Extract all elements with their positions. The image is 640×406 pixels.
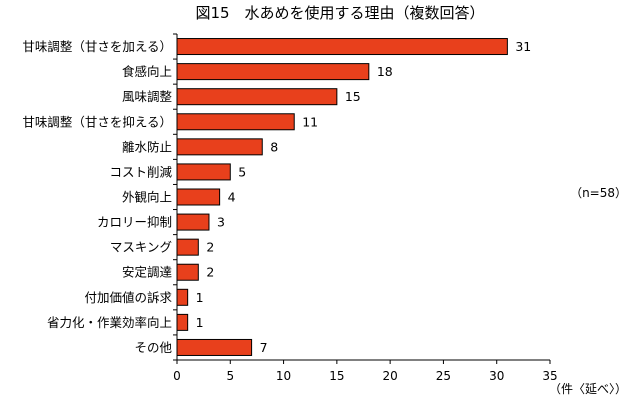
category-label-2: 風味調整 — [122, 89, 173, 104]
category-label-9: 安定調達 — [122, 265, 173, 280]
value-label-12: 7 — [260, 340, 268, 355]
bar-1 — [176, 63, 370, 81]
value-label-2: 15 — [345, 89, 361, 104]
category-label-5: コスト削減 — [109, 164, 172, 179]
value-label-7: 3 — [217, 215, 225, 230]
value-label-9: 2 — [206, 265, 214, 280]
value-label-1: 18 — [377, 64, 393, 79]
value-label-10: 1 — [196, 290, 204, 305]
category-label-8: マスキング — [110, 240, 172, 255]
chart-title: 図15 水あめを使用する理由（複数回答） — [195, 4, 484, 22]
x-ticks: 0 5 10 15 20 25 30 35 — [173, 360, 558, 383]
value-label-5: 5 — [238, 164, 246, 179]
bar-2 — [176, 88, 338, 106]
x-tick-label-2: 10 — [276, 369, 291, 383]
x-tick-label-1: 5 — [226, 369, 234, 383]
bar-3 — [176, 113, 295, 131]
bar-8 — [176, 238, 199, 256]
bar-12 — [176, 338, 253, 356]
category-label-10: 付加価値の訴求 — [84, 290, 172, 305]
value-label-3: 11 — [302, 114, 318, 129]
category-label-12: その他 — [134, 340, 172, 355]
bar-4 — [176, 138, 263, 156]
bar-0 — [176, 38, 508, 56]
bar-10 — [176, 288, 189, 306]
category-label-3: 甘味調整（甘さを抑える） — [22, 114, 172, 129]
category-label-0: 甘味調整（甘さを加える） — [22, 39, 172, 54]
bar-7 — [176, 213, 210, 231]
category-label-6: 外観向上 — [122, 190, 172, 205]
x-axis-unit: （件〈延べ〉） — [549, 382, 627, 396]
sample-size-note: （n=58） — [570, 186, 627, 200]
x-tick-label-4: 20 — [383, 369, 398, 383]
category-label-1: 食感向上 — [122, 64, 172, 79]
bar-9 — [176, 263, 199, 281]
bar-11 — [176, 313, 189, 331]
value-label-8: 2 — [206, 240, 214, 255]
category-label-4: 離水防止 — [122, 139, 172, 154]
bar-5 — [176, 163, 231, 181]
value-label-6: 4 — [228, 190, 236, 205]
value-label-0: 31 — [515, 39, 531, 54]
x-tick-label-5: 25 — [436, 369, 451, 383]
bars-group — [176, 38, 508, 356]
x-tick-label-6: 30 — [489, 369, 504, 383]
axes — [173, 33, 550, 361]
x-tick-label-0: 0 — [173, 369, 181, 383]
category-label-7: カロリー抑制 — [97, 215, 172, 230]
value-label-4: 8 — [270, 139, 278, 154]
bar-6 — [176, 188, 221, 206]
value-label-11: 1 — [196, 315, 204, 330]
category-label-11: 省力化・作業効率向上 — [47, 315, 172, 330]
x-tick-label-7: 35 — [542, 369, 557, 383]
x-tick-label-3: 15 — [329, 369, 344, 383]
